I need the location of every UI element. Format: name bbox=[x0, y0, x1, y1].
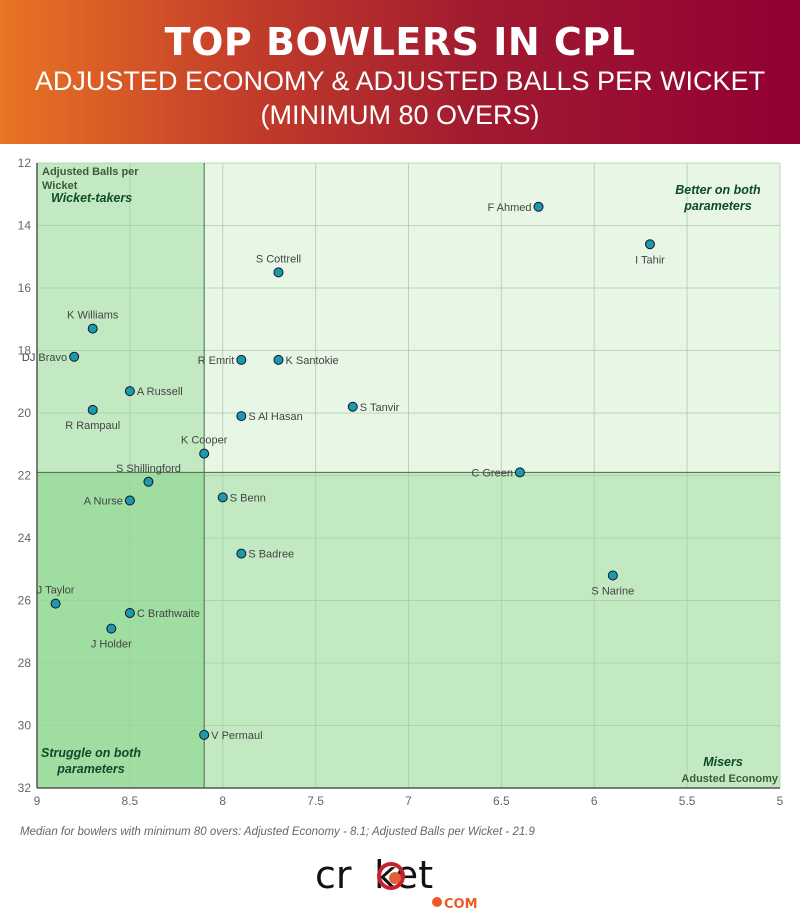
data-label: A Russell bbox=[137, 386, 183, 398]
data-point bbox=[273, 267, 284, 278]
data-point bbox=[236, 548, 247, 559]
data-label: K Williams bbox=[67, 310, 119, 322]
y-tick-label: 28 bbox=[18, 656, 32, 670]
x-tick-label: 9 bbox=[34, 794, 41, 808]
y-tick-label: 24 bbox=[18, 531, 32, 545]
data-point bbox=[533, 201, 544, 212]
data-label: J Holder bbox=[91, 639, 132, 651]
x-tick-label: 5 bbox=[777, 794, 784, 808]
data-label: C Brathwaite bbox=[137, 608, 200, 620]
chart-subtitle-2: (MINIMUM 80 OVERS) bbox=[260, 100, 540, 130]
data-label: DJ Bravo bbox=[22, 352, 67, 364]
data-label: S Narine bbox=[591, 586, 634, 598]
chart-title: TOP BOWLERS IN CPL bbox=[164, 20, 636, 64]
footnote: Median for bowlers with minimum 80 overs… bbox=[20, 826, 535, 838]
data-label: S Shillingford bbox=[116, 463, 181, 475]
data-label: V Permaul bbox=[211, 730, 262, 742]
x-tick-label: 7 bbox=[405, 794, 412, 808]
y-tick-label: 18 bbox=[18, 344, 32, 358]
quadrant-bottom-left bbox=[37, 472, 205, 788]
data-label: F Ahmed bbox=[487, 202, 531, 214]
x-tick-label: 8.5 bbox=[122, 794, 139, 808]
data-point bbox=[124, 495, 135, 506]
quadrant-bottom-right bbox=[204, 472, 781, 788]
y-axis-title: Adjusted Balls per Wicket bbox=[42, 166, 139, 192]
data-point bbox=[199, 729, 210, 740]
cricket-com-logo: cri ket COM bbox=[315, 853, 478, 910]
quadrant-top-right bbox=[204, 163, 781, 473]
data-label: J Taylor bbox=[37, 585, 75, 597]
data-label: C Green bbox=[471, 467, 513, 479]
data-label: S Tanvir bbox=[360, 402, 400, 414]
data-point bbox=[124, 608, 135, 618]
data-label: K Santokie bbox=[285, 355, 338, 367]
data-label: I Tahir bbox=[635, 254, 665, 266]
dot-icon bbox=[432, 897, 442, 907]
logo-suffix: COM bbox=[444, 897, 478, 910]
scatter-chart: 9 8.5 8 7.5 7 6.5 6 5.5 5 12 14 16 18 20 22 24 26 28 30 32 A… bbox=[18, 156, 784, 808]
data-point bbox=[143, 476, 154, 487]
data-label: S Badree bbox=[248, 549, 294, 561]
y-tick-label: 26 bbox=[18, 594, 32, 608]
data-point bbox=[273, 354, 284, 365]
data-point bbox=[217, 492, 228, 503]
data-label: S Cottrell bbox=[256, 253, 301, 265]
data-label: R Emrit bbox=[198, 355, 235, 367]
data-point bbox=[87, 404, 98, 415]
quadrant-label-top-left: Wicket-takers bbox=[51, 191, 132, 205]
cricket-ball-icon bbox=[377, 862, 405, 890]
data-point bbox=[124, 386, 135, 397]
y-tick-label: 12 bbox=[18, 156, 32, 170]
data-point bbox=[644, 239, 655, 250]
quadrant-top-left bbox=[37, 163, 205, 473]
x-tick-label: 6.5 bbox=[493, 794, 510, 808]
y-tick-label: 14 bbox=[18, 219, 32, 233]
y-tick-label: 32 bbox=[18, 781, 32, 795]
x-tick-label: 6 bbox=[591, 794, 598, 808]
data-point bbox=[236, 411, 247, 422]
data-point bbox=[199, 448, 210, 459]
data-label: S Al Hasan bbox=[248, 411, 302, 423]
y-tick-label: 22 bbox=[18, 469, 32, 483]
data-point bbox=[106, 623, 117, 634]
data-point bbox=[69, 351, 80, 362]
data-label: K Cooper bbox=[181, 435, 228, 447]
header: TOP BOWLERS IN CPL ADJUSTED ECONOMY & AD… bbox=[0, 0, 800, 144]
data-label: R Rampaul bbox=[65, 420, 120, 432]
y-tick-label: 16 bbox=[18, 281, 32, 295]
data-point bbox=[236, 354, 247, 365]
data-point bbox=[514, 467, 525, 478]
data-point bbox=[347, 401, 358, 412]
chart-subtitle: ADJUSTED ECONOMY & ADJUSTED BALLS PER WI… bbox=[34, 66, 766, 96]
quadrant-label-top-right: Better on both parameters bbox=[675, 183, 761, 213]
x-tick-label: 7.5 bbox=[307, 794, 324, 808]
y-tick-label: 20 bbox=[18, 406, 32, 420]
data-label: S Benn bbox=[230, 492, 266, 504]
x-axis-title: Adusted Economy bbox=[681, 773, 778, 785]
quadrant-label-bottom-left: Struggle on both parameters bbox=[41, 746, 141, 776]
x-tick-label: 5.5 bbox=[679, 794, 696, 808]
data-point bbox=[50, 598, 61, 609]
data-point bbox=[607, 570, 618, 581]
ball-core-icon bbox=[389, 872, 401, 884]
logo-wordmark: cri ket bbox=[315, 853, 433, 897]
data-point bbox=[87, 323, 98, 334]
data-label: A Nurse bbox=[84, 496, 123, 508]
y-tick-label: 30 bbox=[18, 719, 32, 733]
x-tick-label: 8 bbox=[219, 794, 226, 808]
quadrant-label-bottom-right: Misers bbox=[703, 755, 743, 769]
